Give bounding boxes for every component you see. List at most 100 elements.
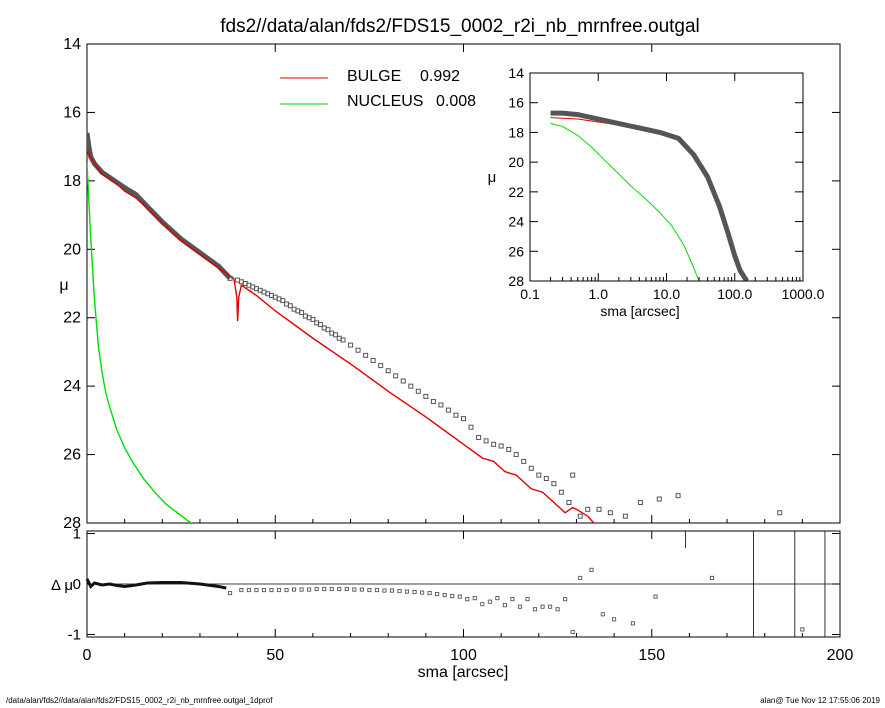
main-data-point: [585, 506, 591, 512]
footer-user-timestamp: alan@ Tue Nov 12 17:55:06 2019: [760, 696, 880, 705]
inset-x-tick-label-4: 1000.0: [782, 286, 825, 302]
main-data-point: [280, 298, 286, 304]
main-y-axis-label: μ: [59, 277, 68, 294]
inset-x-tick-label-1: 1.0: [589, 286, 609, 302]
residual-y-tick-label-0: 1: [73, 526, 81, 543]
inset-y-axis-label: μ: [488, 169, 497, 186]
residual-series-layer: [85, 531, 840, 637]
residual-data-point: [435, 592, 440, 597]
residual-data-point: [374, 588, 379, 593]
residual-data-point: [457, 594, 462, 599]
main-data-point: [430, 399, 436, 405]
inset-series-layer: [550, 110, 749, 281]
residual-x-tick-label-2: 100: [450, 647, 477, 664]
main-data-point: [438, 402, 444, 408]
inset-y-tick-label-2: 18: [508, 124, 524, 140]
main-y-tick-label-5: 24: [63, 378, 81, 395]
main-data-point: [558, 489, 564, 495]
main-data-point: [551, 481, 557, 487]
residual-data-point: [239, 588, 244, 593]
legend-bulge-value: 0.992: [420, 68, 460, 85]
inset-y-ticks: 14 16 18 20 22 24 26 28: [508, 65, 803, 289]
main-data-point: [299, 310, 305, 316]
residual-y-ticks: 1 0 -1: [68, 526, 840, 643]
inset-y-tick-label-0: 14: [508, 65, 524, 81]
residual-data-point: [578, 575, 583, 580]
main-plot: 14 16 18 20 22 24 26 28 μ: [59, 36, 841, 532]
residual-data-point: [412, 590, 417, 595]
inset-plot-background: [530, 73, 803, 281]
residual-data-point: [397, 589, 402, 594]
residual-data-point: [352, 587, 357, 592]
residual-data-point: [292, 587, 297, 592]
residual-data-point: [570, 629, 575, 635]
x-axis-label: sma [arcsec]: [418, 664, 509, 681]
main-data-point: [415, 388, 421, 394]
main-data-point: [227, 275, 233, 281]
residual-x-tick-label-4: 200: [827, 647, 854, 664]
residual-data-point: [517, 604, 523, 609]
residual-data-point: [532, 607, 538, 612]
residual-data-point: [653, 594, 658, 599]
main-data-point: [491, 441, 497, 447]
residual-data-point: [600, 612, 605, 617]
main-data-point: [325, 327, 331, 333]
main-series-line-nucleus: [87, 163, 193, 523]
main-data-point: [543, 476, 549, 482]
main-data-point: [393, 373, 399, 379]
residual-data-point: [630, 621, 635, 626]
main-x-ticks: [86, 44, 841, 523]
main-y-tick-label-7: 28: [63, 515, 81, 532]
main-data-point: [570, 472, 576, 478]
residual-data-point: [589, 567, 594, 572]
main-data-point: [596, 506, 602, 512]
main-data-point: [577, 513, 583, 519]
residual-data-point: [502, 603, 507, 608]
residual-plot: 0 50 100 150 200 10-1 Δ μ sma [arcsec]: [51, 526, 853, 681]
residual-data-point: [555, 607, 560, 612]
residual-data-point: [329, 586, 334, 592]
main-data-point: [506, 446, 512, 452]
footer-file-path: /data/alan/fds2//data/alan/fds2/FDS15_00…: [6, 696, 273, 705]
main-data-point: [340, 337, 346, 343]
main-series-line-bulge: [87, 149, 595, 523]
inset-x-axis-label: sma [arcsec]: [600, 303, 679, 319]
residual-x-tick-label-0: 0: [83, 647, 92, 664]
residual-data-point: [246, 588, 251, 593]
legend: BULGE 0.992 NUCLEUS 0.008: [280, 68, 476, 110]
main-y-tick-label-6: 26: [63, 447, 81, 464]
residual-data-point: [314, 586, 319, 592]
main-data-point: [317, 322, 323, 328]
legend-nucleus-name: NUCLEUS: [347, 93, 423, 110]
main-data-point: [445, 407, 451, 413]
inset-y-tick-label-6: 26: [508, 243, 524, 259]
inset-y-tick-label-5: 24: [508, 214, 524, 230]
main-data-point: [453, 412, 459, 418]
residual-data-point: [228, 591, 233, 596]
main-data-point: [675, 493, 681, 499]
inset-plot: 0.1 1.0 10.0 100.0 1000.0 14 16 18 20 22 24 26 28 μ…: [488, 65, 825, 319]
main-data-point: [528, 465, 534, 471]
residual-data-point: [254, 588, 259, 593]
legend-nucleus-value: 0.008: [436, 93, 476, 110]
residual-data-point: [404, 589, 410, 594]
residual-y-tick-label-1: 0: [73, 576, 81, 593]
main-data-point: [287, 303, 293, 309]
main-data-point: [777, 510, 783, 516]
residual-data-point: [367, 588, 372, 593]
residual-data-point: [299, 587, 304, 592]
main-data-point: [476, 434, 482, 440]
legend-bulge-name: BULGE: [347, 68, 401, 85]
main-data-point: [468, 424, 474, 430]
residual-data-point: [427, 591, 432, 596]
inset-y-tick-label-7: 28: [508, 273, 524, 289]
residual-data-point: [269, 588, 274, 593]
main-y-tick-label-4: 22: [63, 310, 81, 327]
main-data-point: [400, 378, 406, 384]
main-data-point: [521, 458, 527, 464]
main-data-point: [310, 316, 316, 322]
inset-x-ticks: 0.1 1.0 10.0 100.0 1000.0: [520, 73, 825, 302]
main-data-point: [332, 332, 338, 338]
residual-data-point: [284, 588, 289, 593]
residual-data-point: [465, 597, 470, 602]
